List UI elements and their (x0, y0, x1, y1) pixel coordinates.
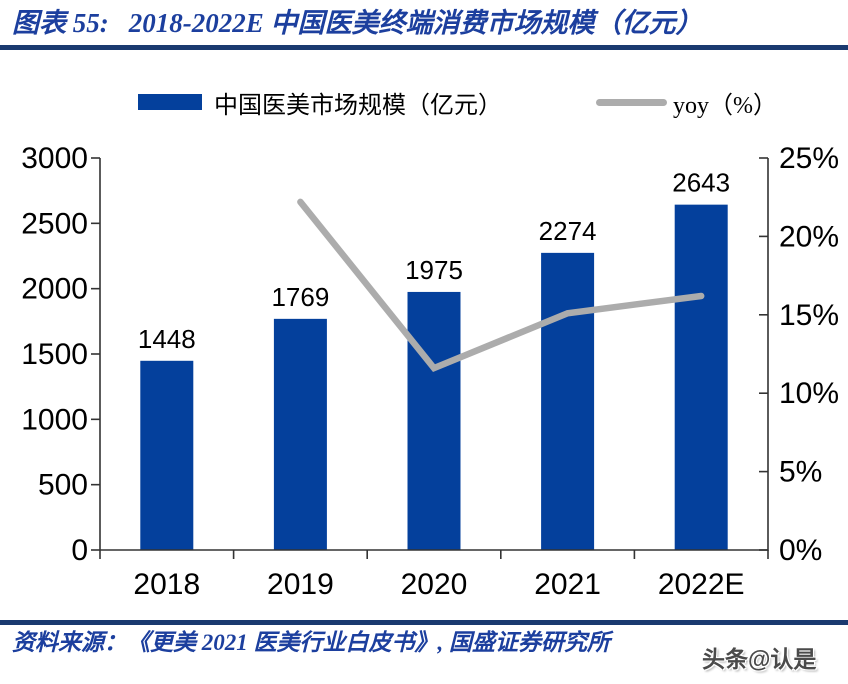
line-swatch-icon (596, 98, 667, 106)
right-axis-label: 5% (779, 456, 822, 489)
yoy-line (297, 198, 705, 373)
legend-line-label: yoy（%） (673, 92, 777, 119)
right-axis-label: 25% (779, 142, 839, 175)
bar-2022E (674, 204, 728, 550)
right-axis-label: 0% (779, 534, 822, 567)
right-axis-label: 15% (779, 299, 839, 332)
x-axis-label-2018: 2018 (133, 568, 200, 601)
right-axis-label: 20% (779, 220, 839, 253)
source-note: 资料来源：《更美 2021 医美行业白皮书》, 国盛证券研究所 (12, 630, 610, 655)
bar-2018 (140, 360, 194, 550)
left-axis-label: 2000 (21, 273, 88, 306)
bar-2019 (273, 318, 327, 550)
watermark: 头条@认是 (702, 646, 817, 672)
legend-bar-label: 中国医美市场规模（亿元） (214, 92, 502, 119)
bar-2020 (407, 291, 461, 550)
figure-title: 2018-2022E 中国医美终端消费市场规模（亿元） (128, 8, 703, 38)
left-axis-label: 1000 (21, 403, 88, 436)
legend-item-yoy: yoy（%） (596, 86, 777, 119)
footer-divider (0, 620, 848, 625)
left-axis-label: 1500 (21, 338, 88, 371)
bar-value-label: 2643 (672, 168, 730, 198)
left-axis-label: 0 (71, 534, 88, 567)
bar-swatch-icon (138, 94, 202, 110)
x-axis-label-2019: 2019 (267, 568, 334, 601)
title-divider (0, 45, 848, 50)
bar-value-label: 1975 (405, 255, 463, 285)
figure-number: 图表 55: (12, 8, 109, 38)
x-axis-label-2020: 2020 (401, 568, 468, 601)
legend-item-market-size: 中国医美市场规模（亿元） (138, 86, 502, 119)
figure-title-row: 图表 55: 2018-2022E 中国医美终端消费市场规模（亿元） (12, 6, 703, 40)
bar-value-label: 1448 (138, 324, 196, 354)
left-axis-label: 2500 (21, 207, 88, 240)
bar-value-label: 2274 (539, 216, 597, 246)
left-axis-label: 3000 (21, 142, 88, 175)
x-axis-label-2022E: 2022E (658, 568, 745, 601)
left-axis-label: 500 (38, 469, 88, 502)
right-axis-label: 10% (779, 377, 839, 410)
x-axis-label-2021: 2021 (534, 568, 601, 601)
bar-2021 (541, 252, 595, 550)
bar-value-label: 1769 (271, 282, 329, 312)
